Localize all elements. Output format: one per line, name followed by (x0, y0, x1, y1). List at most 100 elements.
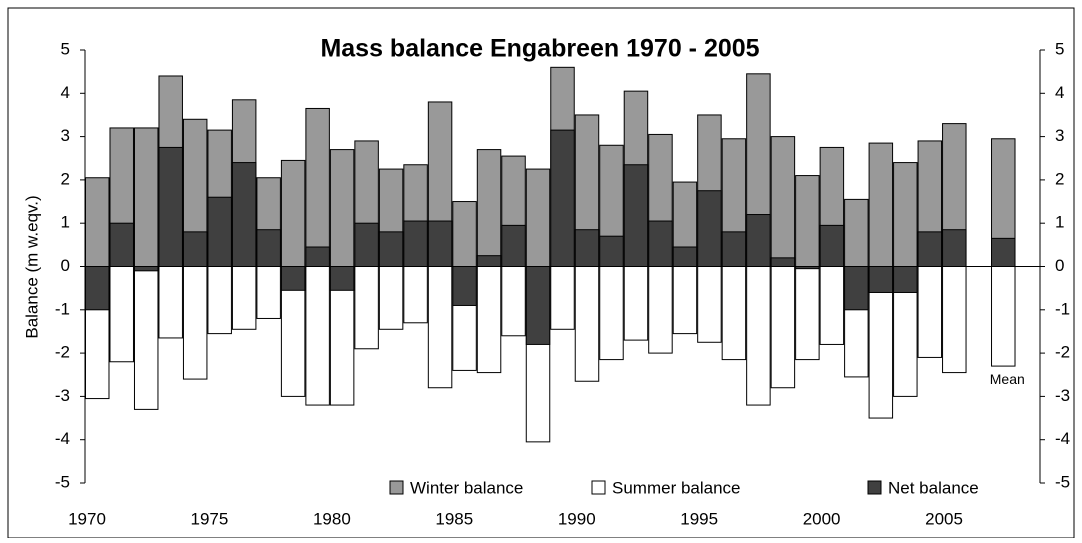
bar (770, 257, 796, 267)
y2-tick-label: 4 (1055, 83, 1064, 102)
bar (231, 162, 257, 267)
bar (476, 255, 502, 268)
bar (795, 266, 820, 361)
y2-tick-label: 3 (1055, 126, 1064, 145)
bar (574, 266, 600, 382)
bar (746, 214, 771, 267)
bar (623, 266, 649, 341)
bar (770, 266, 796, 389)
bar (403, 220, 428, 268)
bar (476, 149, 502, 267)
y-tick-label: 5 (61, 39, 70, 58)
bar (697, 190, 722, 268)
bar (158, 266, 183, 339)
bar (158, 146, 183, 267)
y-axis-label: Balance (m w.eqv.) (22, 195, 41, 338)
bar (403, 266, 428, 324)
bar (182, 231, 208, 267)
bar (133, 127, 159, 267)
bar (844, 198, 869, 267)
bar (427, 266, 453, 389)
bar (182, 266, 208, 380)
bar (672, 246, 698, 267)
x-tick-label: 1985 (435, 509, 473, 528)
bar (574, 229, 600, 268)
chart-title: Mass balance Engabreen 1970 - 2005 (320, 35, 759, 63)
x-tick-label: 1990 (558, 509, 596, 528)
bar (721, 231, 747, 267)
x-tick-label: 1995 (680, 509, 718, 528)
y2-tick-label: -3 (1055, 386, 1070, 405)
bar (795, 175, 820, 268)
bar (109, 266, 134, 363)
bar (109, 222, 134, 267)
y2-tick-label: 0 (1055, 256, 1064, 275)
bar (476, 266, 502, 374)
bar (305, 107, 330, 267)
y2-tick-label: -1 (1055, 299, 1070, 318)
bar (207, 266, 232, 335)
bar (85, 177, 110, 267)
y2-tick-label: 1 (1055, 213, 1064, 232)
y-tick-label: -2 (55, 343, 70, 362)
bar (452, 266, 477, 306)
bar (770, 136, 796, 267)
bar (868, 266, 894, 293)
y2-tick-label: -2 (1055, 343, 1070, 362)
x-tick-label: 2000 (803, 509, 841, 528)
bar (305, 246, 330, 267)
bar (133, 266, 159, 272)
bar (256, 266, 281, 319)
legend-label: Summer balance (612, 478, 741, 497)
y2-tick-label: -4 (1055, 429, 1070, 448)
legend-swatch (867, 480, 882, 495)
bar (354, 222, 379, 267)
bar (648, 266, 673, 354)
y-tick-label: -5 (55, 472, 70, 491)
bar (231, 266, 257, 330)
x-tick-label: 1980 (313, 509, 351, 528)
bar (280, 266, 306, 291)
bar (501, 224, 526, 268)
bar (893, 162, 918, 267)
y-tick-label: 1 (61, 213, 70, 232)
bar (550, 266, 575, 330)
bar (697, 266, 722, 343)
bar (525, 168, 551, 267)
legend-swatch (389, 480, 404, 495)
bar (648, 220, 673, 268)
bar (550, 129, 575, 267)
bar (942, 229, 967, 268)
bar (354, 266, 379, 350)
y2-tick-label: 5 (1055, 39, 1064, 58)
bar (329, 149, 355, 267)
bar (819, 224, 845, 268)
bar (893, 266, 918, 293)
bar (599, 235, 624, 268)
bar (819, 266, 845, 345)
x-tick-label: 1975 (191, 509, 229, 528)
legend-swatch (591, 480, 606, 495)
bar (746, 266, 771, 406)
x-tick-label: 2005 (925, 509, 963, 528)
bar (378, 231, 404, 267)
bar (844, 266, 869, 311)
x-tick-label: 1970 (68, 509, 106, 528)
bar (623, 164, 649, 267)
y-tick-label: 0 (61, 256, 70, 275)
bar (85, 266, 110, 311)
bar (378, 266, 404, 330)
y2-tick-label: -5 (1055, 472, 1070, 491)
bar (305, 266, 330, 406)
bar (917, 231, 943, 267)
y-tick-label: 3 (61, 126, 70, 145)
bar (256, 229, 281, 268)
bar (868, 142, 894, 267)
bar (599, 266, 624, 361)
legend-label: Winter balance (410, 478, 523, 497)
bar (991, 237, 1016, 267)
y-tick-label: 4 (61, 83, 70, 102)
legend-label: Net balance (888, 478, 979, 497)
y-tick-label: -1 (55, 299, 70, 318)
